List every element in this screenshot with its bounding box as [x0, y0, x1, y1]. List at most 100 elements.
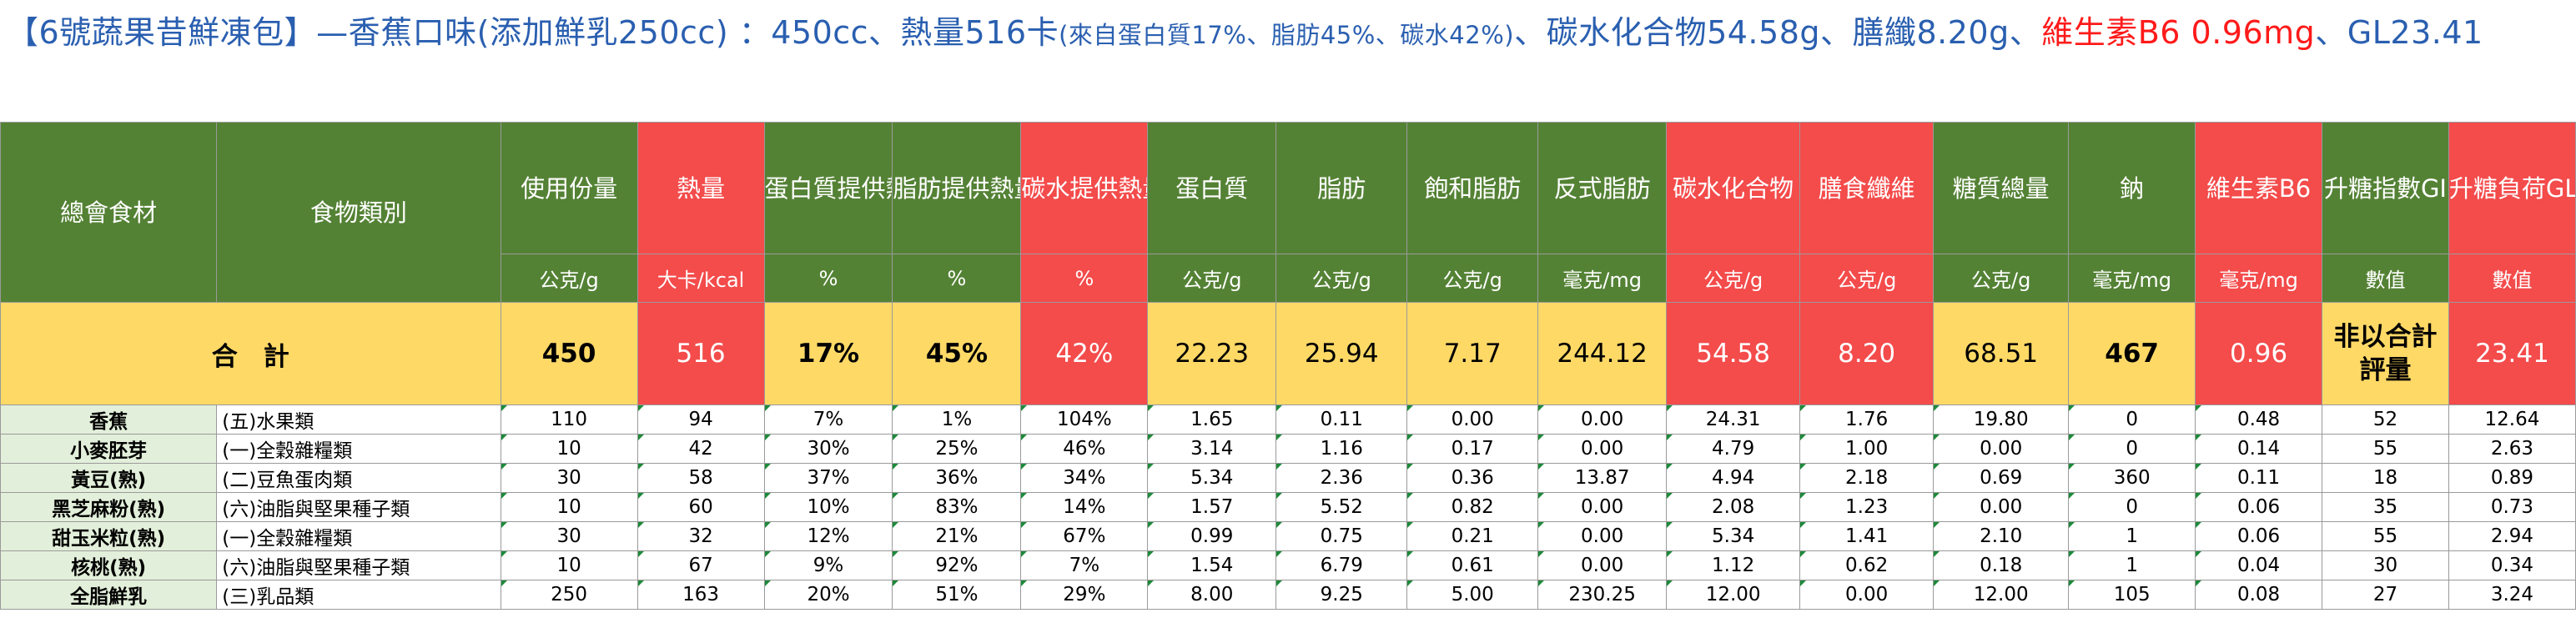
table-cell: 1: [2068, 521, 2196, 551]
table-cell: 30: [500, 521, 638, 551]
title-part-carbs-fiber: 、碳水化合物54.58g、膳纖8.20g、: [1514, 14, 2042, 51]
table-cell: 163: [636, 580, 765, 610]
table-cell: 13.87: [1537, 463, 1668, 493]
table-cell: 0.11: [2195, 463, 2323, 493]
table-cell: 0.06: [2195, 521, 2323, 551]
table-cell: 58: [636, 463, 765, 493]
table-cell: 55: [2322, 521, 2449, 551]
ingredient-name: 黑芝麻粉(熟): [0, 492, 218, 522]
table-cell: 9.25: [1275, 580, 1408, 610]
ingredient-name: 全脂鮮乳: [0, 580, 218, 610]
table-cell: 0.00: [1933, 492, 2070, 522]
table-cell: 21%: [892, 521, 1022, 551]
table-cell: 92%: [892, 550, 1022, 580]
unit-cell: 毫克/mg: [2195, 254, 2323, 303]
table-cell: 0.18: [1933, 550, 2070, 580]
header-protein: 蛋白質: [1147, 122, 1277, 254]
table-cell: 1.65: [1147, 404, 1277, 435]
table-cell: 0.36: [1406, 463, 1539, 493]
unit-cell: 毫克/mg: [2068, 254, 2196, 303]
header-food-category: 食物類別: [216, 122, 501, 303]
table-cell: 2.63: [2448, 434, 2576, 464]
ingredient-category: (六)油脂與堅果種子類: [216, 492, 501, 522]
nutrition-table: 總會食材 食物類別 使用份量 熱量 蛋白質提供熱量 脂肪提供熱量 碳水提供熱量 …: [0, 122, 2576, 610]
table-cell: 0: [2068, 434, 2196, 464]
table-cell: 8.00: [1147, 580, 1277, 610]
ingredient-name: 甜玉米粒(熟): [0, 521, 218, 551]
table-cell: 67: [636, 550, 765, 580]
ingredient-name: 香蕉: [0, 404, 218, 435]
table-cell: 1.23: [1799, 492, 1935, 522]
header-fiber: 膳食纖維: [1799, 122, 1935, 254]
table-row: 黃豆(熟) (二)豆魚蛋肉類 30 58 37% 36% 34% 5.34 2.36 0.36 13…: [0, 463, 2576, 493]
table-cell: 10%: [763, 492, 893, 522]
table-cell: 2.94: [2448, 521, 2576, 551]
table-cell: 0.69: [1933, 463, 2070, 493]
page-title: 【6號蔬果昔鮮凍包】—香蕉口味(添加鮮乳250cc) ：450cc、熱量516卡…: [0, 0, 2576, 122]
total-label: 合 計: [0, 302, 501, 405]
table-cell: 0.00: [1799, 580, 1935, 610]
table-cell: 35: [2322, 492, 2449, 522]
title-part-main: 【6號蔬果昔鮮凍包】—香蕉口味(添加鮮乳250cc) ：450cc、熱量516卡: [7, 14, 1059, 51]
table-row: 甜玉米粒(熟) (一)全穀雜糧類 30 32 12% 21% 67% 0.99 0.75 0.21…: [0, 521, 2576, 551]
total-cell: 450: [500, 302, 638, 405]
header-total-sugar: 糖質總量: [1933, 122, 2070, 254]
table-cell: 1.12: [1666, 550, 1801, 580]
ingredient-category: (一)全穀雜糧類: [216, 434, 501, 464]
ingredient-name: 小麥胚芽: [0, 434, 218, 464]
title-part-energy-source: (來自蛋白質17%、脂肪45%、碳水42%): [1059, 21, 1515, 49]
unit-cell: %: [1020, 254, 1149, 303]
table-cell: 30: [2322, 550, 2449, 580]
table-row: 小麥胚芽 (一)全穀雜糧類 10 42 30% 25% 46% 3.14 1.16 0.17 0.0…: [0, 434, 2576, 464]
total-cell: 244.12: [1537, 302, 1668, 405]
header-fat: 脂肪: [1275, 122, 1408, 254]
ingredient-category: (一)全穀雜糧類: [216, 521, 501, 551]
total-cell: 非以合計評量: [2322, 302, 2449, 405]
header-ingredient: 總會食材: [0, 122, 218, 303]
ingredient-category: (二)豆魚蛋肉類: [216, 463, 501, 493]
table-cell: 67%: [1020, 521, 1149, 551]
ingredient-name: 黃豆(熟): [0, 463, 218, 493]
header-sodium: 鈉: [2068, 122, 2196, 254]
total-cell: 54.58: [1666, 302, 1801, 405]
table-cell: 0.00: [1933, 434, 2070, 464]
table-row: 香蕉 (五)水果類 110 94 7% 1% 104% 1.65 0.11 0.00 0.00 24.…: [0, 404, 2576, 435]
table-cell: 0.82: [1406, 492, 1539, 522]
table-cell: 2.18: [1799, 463, 1935, 493]
header-row: 總會食材 食物類別 使用份量 熱量 蛋白質提供熱量 脂肪提供熱量 碳水提供熱量 …: [0, 122, 2576, 303]
table-cell: 1.57: [1147, 492, 1277, 522]
header-serving: 使用份量: [500, 122, 638, 254]
table-cell: 0: [2068, 492, 2196, 522]
table-cell: 94: [636, 404, 765, 435]
header-fat-energy: 脂肪提供熱量: [892, 122, 1022, 254]
table-cell: 10: [500, 492, 638, 522]
table-cell: 0.00: [1537, 521, 1668, 551]
table-cell: 12%: [763, 521, 893, 551]
unit-cell: 公克/g: [1799, 254, 1935, 303]
total-cell: 8.20: [1799, 302, 1935, 405]
table-cell: 27: [2322, 580, 2449, 610]
table-cell: 250: [500, 580, 638, 610]
table-cell: 6.79: [1275, 550, 1408, 580]
table-row: 核桃(熟) (六)油脂與堅果種子類 10 67 9% 92% 7% 1.54 6.79 0.61 0…: [0, 550, 2576, 580]
table-cell: 12.00: [1933, 580, 2070, 610]
header-calories: 熱量: [636, 122, 765, 254]
table-cell: 30%: [763, 434, 893, 464]
total-cell: 467: [2068, 302, 2196, 405]
table-cell: 18: [2322, 463, 2449, 493]
table-cell: 14%: [1020, 492, 1149, 522]
table-row: 全脂鮮乳 (三)乳品類 250 163 20% 51% 29% 8.00 9.25 5.00 230…: [0, 580, 2576, 610]
table-cell: 0.00: [1537, 404, 1668, 435]
unit-cell: 公克/g: [1666, 254, 1801, 303]
table-cell: 0.06: [2195, 492, 2323, 522]
table-cell: 12.64: [2448, 404, 2576, 435]
header-gi: 升糖指數GI: [2322, 122, 2449, 254]
table-cell: 32: [636, 521, 765, 551]
ingredient-rows: 香蕉 (五)水果類 110 94 7% 1% 104% 1.65 0.11 0.00 0.00 24.…: [0, 404, 2576, 610]
ingredient-category: (五)水果類: [216, 404, 501, 435]
table-cell: 46%: [1020, 434, 1149, 464]
total-cell: 25.94: [1275, 302, 1408, 405]
table-cell: 0.14: [2195, 434, 2323, 464]
ingredient-category: (三)乳品類: [216, 580, 501, 610]
table-cell: 104%: [1020, 404, 1149, 435]
